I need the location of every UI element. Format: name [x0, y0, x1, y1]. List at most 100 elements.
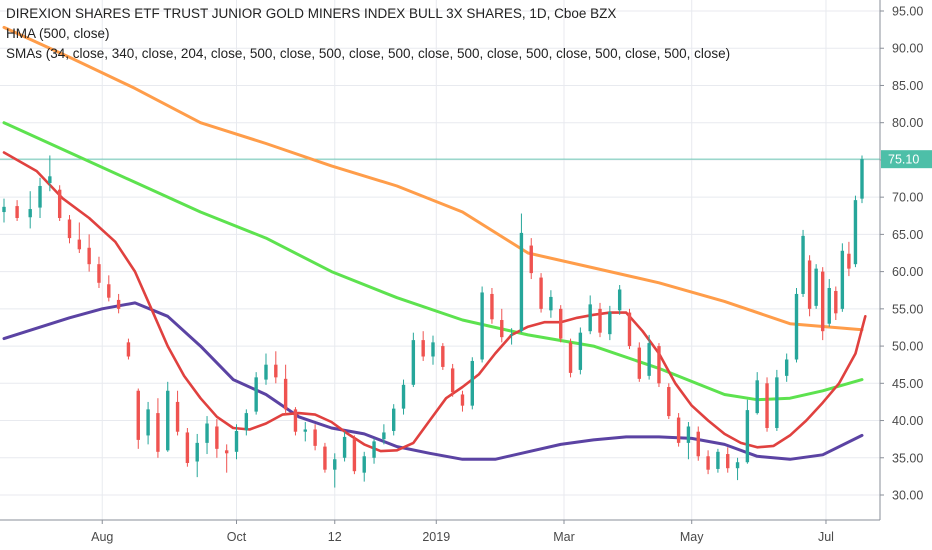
candle	[716, 448, 720, 473]
candle	[28, 191, 32, 229]
candle	[801, 229, 805, 297]
candle-body	[667, 387, 671, 417]
candle-body	[676, 417, 681, 443]
time-tick-label: Jul	[818, 530, 834, 544]
candle-body	[637, 347, 642, 379]
candle-body	[860, 159, 864, 199]
time-tick-label: Oct	[227, 530, 247, 544]
candle	[775, 369, 779, 431]
time-tick-label: Aug	[91, 530, 113, 544]
candle-body	[234, 430, 239, 452]
candle	[313, 424, 317, 451]
candle-body	[57, 189, 62, 219]
candle-body	[264, 364, 268, 380]
candle	[421, 331, 425, 361]
candle	[807, 255, 812, 317]
time-tick-label: May	[680, 530, 704, 544]
candle	[794, 287, 799, 363]
candle	[676, 413, 681, 447]
candle	[283, 364, 288, 415]
last-price-label: 75.10	[881, 150, 932, 169]
candle-body	[794, 293, 799, 360]
candle	[821, 267, 825, 341]
candle	[647, 334, 651, 380]
candle-body	[431, 342, 435, 357]
candle	[529, 238, 533, 280]
candle-body	[821, 271, 825, 332]
price-tick-label: 35.00	[892, 451, 923, 465]
candle	[156, 398, 160, 458]
candle-body	[116, 299, 121, 309]
candle	[617, 285, 622, 315]
candle	[254, 372, 258, 415]
candle	[116, 293, 121, 314]
candle-body	[244, 413, 249, 431]
candle-body	[67, 219, 72, 239]
candle	[303, 422, 307, 442]
candle	[735, 457, 740, 481]
candle	[205, 416, 209, 455]
candle-body	[175, 401, 180, 432]
candle-body	[549, 296, 553, 311]
candle	[598, 302, 602, 338]
candle	[166, 381, 170, 452]
price-tick-label: 80.00	[892, 116, 923, 130]
candle-body	[372, 441, 376, 458]
candle-body	[392, 408, 396, 431]
legend-hma: HMA (500, close)	[6, 26, 110, 41]
candle-body	[765, 383, 769, 428]
candle	[588, 295, 592, 335]
candle-body	[293, 409, 298, 432]
candle	[827, 279, 831, 327]
candle	[87, 234, 91, 272]
candle-body	[608, 311, 612, 335]
candle	[57, 185, 62, 221]
candle-body	[166, 390, 170, 451]
candle	[480, 286, 484, 363]
line-hma500	[2, 301, 864, 461]
chart-title: DIREXION SHARES ETF TRUST JUNIOR GOLD MI…	[6, 6, 617, 21]
candle	[146, 401, 150, 445]
candle-body	[480, 292, 484, 360]
candle	[67, 215, 72, 244]
candle	[401, 379, 406, 415]
candle	[126, 338, 131, 360]
candle-body	[352, 439, 357, 472]
candle-body	[814, 268, 818, 306]
candle-body	[755, 380, 759, 414]
candle-body	[617, 289, 622, 311]
candle	[431, 335, 435, 365]
candle	[784, 353, 789, 382]
candle	[559, 305, 563, 343]
line-sma204	[2, 121, 864, 402]
candle-body	[726, 454, 730, 469]
candle-body	[686, 426, 691, 443]
last-price-value: 75.10	[888, 153, 919, 167]
indicator-lines	[2, 25, 867, 461]
candle	[509, 328, 514, 345]
candle	[411, 332, 416, 388]
candle-body	[126, 342, 131, 357]
candle-body	[627, 312, 632, 347]
candle	[97, 256, 101, 288]
candle	[15, 200, 19, 221]
candle-body	[470, 360, 474, 406]
price-tick-label: 30.00	[892, 489, 923, 503]
candle	[372, 438, 376, 464]
candle	[460, 390, 465, 412]
candle-body	[333, 459, 337, 470]
candle-body	[15, 206, 19, 219]
candle-body	[450, 368, 455, 393]
candle	[847, 241, 851, 277]
candle-body	[827, 287, 831, 324]
price-tick-label: 95.00	[892, 5, 923, 19]
candle-body	[224, 450, 229, 454]
candle-body	[588, 304, 592, 332]
candle-body	[706, 456, 710, 470]
candle-body	[647, 343, 651, 376]
candle-body	[735, 462, 740, 469]
price-axis: 95.0090.0085.0080.0075.0070.0065.0060.00…	[879, 0, 923, 520]
candle	[840, 243, 845, 312]
candle	[293, 407, 298, 436]
